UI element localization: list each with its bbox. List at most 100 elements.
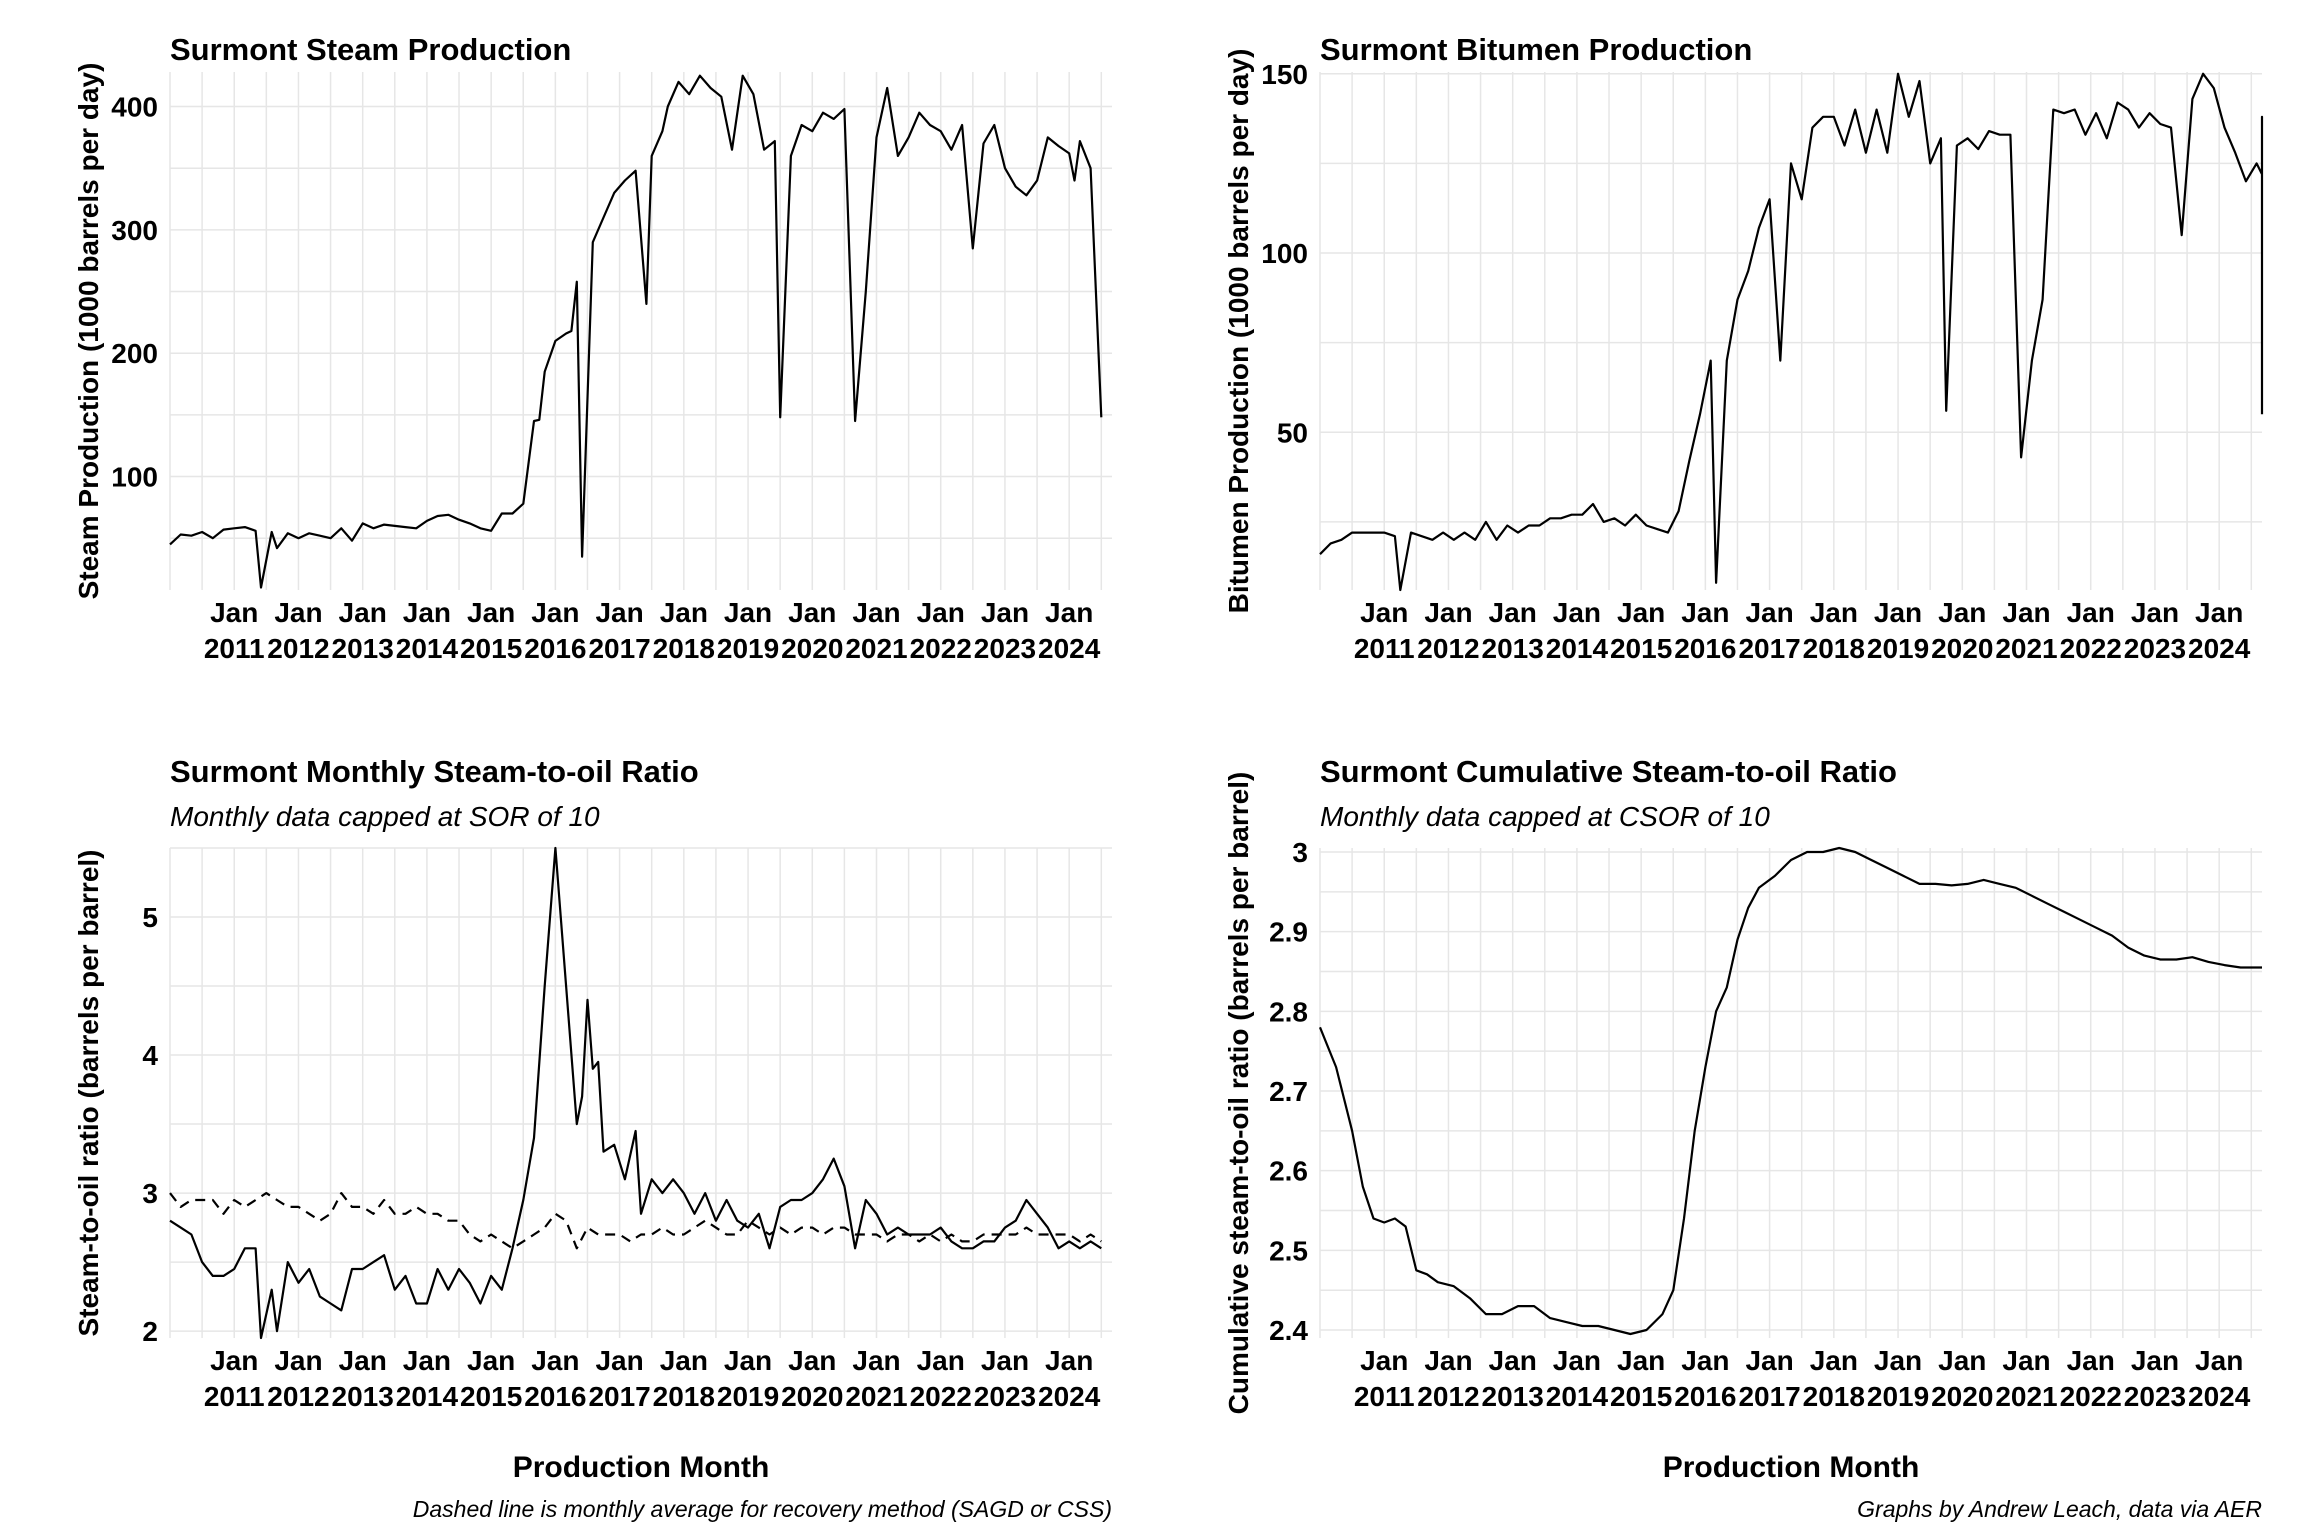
x-tick-label: Jan 2011: [204, 1345, 265, 1412]
x-tick-label: Jan 2016: [1674, 1345, 1736, 1412]
x-tick-label: Jan 2024: [2188, 597, 2251, 664]
y-axis-label: Steam-to-oil ratio (barrels per barrel): [73, 849, 104, 1336]
x-tick-label: Jan 2023: [2124, 1345, 2186, 1412]
y-tick-label: 4: [142, 1040, 158, 1071]
x-tick-label: Jan 2022: [2060, 1345, 2122, 1412]
chart-subtitle: Monthly data capped at SOR of 10: [170, 801, 600, 832]
x-tick-label: Jan 2020: [781, 597, 843, 664]
x-tick-label: Jan 2013: [1482, 597, 1544, 664]
series-line-dashed: [169, 1192, 1102, 1250]
y-axis-label: Cumulative steam-to-oil ratio (barrels p…: [1223, 772, 1254, 1415]
y-tick-label: 2.4: [1269, 1315, 1308, 1346]
chart-title: Surmont Steam Production: [170, 32, 571, 67]
x-tick-label: Jan 2013: [1482, 1345, 1544, 1412]
x-tick-label: Jan 2011: [204, 597, 265, 664]
y-tick-label: 300: [111, 215, 158, 246]
x-tick-label: Jan 2023: [974, 597, 1036, 664]
x-tick-label: Jan 2016: [524, 597, 586, 664]
x-tick-label: Jan 2018: [1803, 1345, 1865, 1412]
y-tick-label: 2.6: [1269, 1156, 1308, 1187]
x-tick-label: Jan 2021: [1995, 597, 2057, 664]
x-tick-label: Jan 2017: [1738, 1345, 1800, 1412]
x-tick-label: Jan 2015: [460, 1345, 522, 1412]
x-axis-label: Production Month: [1663, 1451, 1920, 1484]
gridlines: [169, 847, 1112, 1338]
x-tick-label: Jan 2017: [588, 1345, 650, 1412]
x-tick-label: Jan 2023: [2124, 597, 2186, 664]
x-tick-label: Jan 2015: [460, 597, 522, 664]
y-tick-label: 2.8: [1269, 996, 1308, 1027]
x-tick-label: Jan 2024: [2188, 1345, 2251, 1412]
x-tick-label: Jan 2016: [524, 1345, 586, 1412]
x-tick-label: Jan 2011: [1354, 597, 1415, 664]
y-tick-label: 3: [1292, 837, 1308, 868]
x-tick-label: Jan 2018: [653, 1345, 715, 1412]
y-tick-label: 2.5: [1269, 1235, 1308, 1266]
x-tick-label: Jan 2013: [332, 1345, 394, 1412]
gridlines: [1319, 848, 2262, 1338]
x-tick-label: Jan 2019: [1867, 597, 1929, 664]
y-tick-label: 400: [111, 92, 158, 123]
x-tick-label: Jan 2018: [653, 597, 715, 664]
x-tick-label: Jan 2012: [1417, 597, 1479, 664]
chart-title: Surmont Cumulative Steam-to-oil Ratio: [1320, 754, 1897, 789]
y-tick-label: 50: [1277, 417, 1308, 448]
x-tick-label: Jan 2014: [1546, 1345, 1609, 1412]
series-line-solid: [169, 846, 1102, 1340]
x-tick-label: Jan 2014: [1546, 597, 1609, 664]
x-tick-label: Jan 2021: [845, 597, 907, 664]
x-tick-label: Jan 2014: [396, 1345, 459, 1412]
y-tick-label: 100: [1261, 238, 1308, 269]
x-tick-label: Jan 2014: [396, 597, 459, 664]
x-tick-label: Jan 2024: [1038, 597, 1101, 664]
gridlines: [169, 72, 1112, 590]
y-tick-label: 5: [142, 902, 158, 933]
y-tick-label: 150: [1261, 59, 1308, 90]
x-tick-label: Jan 2022: [2060, 597, 2122, 664]
y-tick-label: 200: [111, 338, 158, 369]
x-tick-label: Jan 2015: [1610, 1345, 1672, 1412]
x-tick-label: Jan 2021: [845, 1345, 907, 1412]
x-tick-label: Jan 2020: [1931, 597, 1993, 664]
y-tick-label: 3: [142, 1178, 158, 1209]
y-axis-label: Bitumen Production (1000 barrels per day…: [1223, 49, 1254, 614]
x-tick-label: Jan 2011: [1354, 1345, 1415, 1412]
x-tick-label: Jan 2019: [717, 597, 779, 664]
x-tick-label: Jan 2020: [1931, 1345, 1993, 1412]
x-tick-label: Jan 2012: [267, 597, 329, 664]
chart-title: Surmont Monthly Steam-to-oil Ratio: [170, 754, 699, 789]
x-axis-label: Production Month: [513, 1451, 770, 1484]
x-tick-label: Jan 2017: [1738, 597, 1800, 664]
y-axis-label: Steam Production (1000 barrels per day): [73, 63, 104, 600]
gridlines: [1319, 72, 2262, 590]
x-tick-label: Jan 2022: [910, 1345, 972, 1412]
series-line-solid: [1318, 846, 2262, 1336]
x-tick-label: Jan 2015: [1610, 597, 1672, 664]
x-tick-label: Jan 2017: [588, 597, 650, 664]
y-tick-label: 100: [111, 462, 158, 493]
x-tick-label: Jan 2019: [717, 1345, 779, 1412]
x-tick-label: Jan 2018: [1803, 597, 1865, 664]
x-tick-label: Jan 2016: [1674, 597, 1736, 664]
y-tick-label: 2.7: [1269, 1076, 1308, 1107]
x-tick-label: Jan 2013: [332, 597, 394, 664]
x-tick-label: Jan 2020: [781, 1345, 843, 1412]
chart-subtitle: Monthly data capped at CSOR of 10: [1320, 801, 1770, 832]
x-tick-label: Jan 2019: [1867, 1345, 1929, 1412]
x-tick-label: Jan 2012: [267, 1345, 329, 1412]
chart-title: Surmont Bitumen Production: [1320, 32, 1752, 67]
series-line-solid: [1319, 72, 2264, 592]
series-line-solid: [169, 74, 1103, 589]
chart-caption: Dashed line is monthly average for recov…: [413, 1496, 1112, 1522]
x-tick-label: Jan 2021: [1995, 1345, 2057, 1412]
x-tick-label: Jan 2023: [974, 1345, 1036, 1412]
y-tick-label: 2: [142, 1316, 158, 1347]
y-tick-label: 2.9: [1269, 917, 1308, 948]
x-tick-label: Jan 2024: [1038, 1345, 1101, 1412]
x-tick-label: Jan 2022: [910, 597, 972, 664]
